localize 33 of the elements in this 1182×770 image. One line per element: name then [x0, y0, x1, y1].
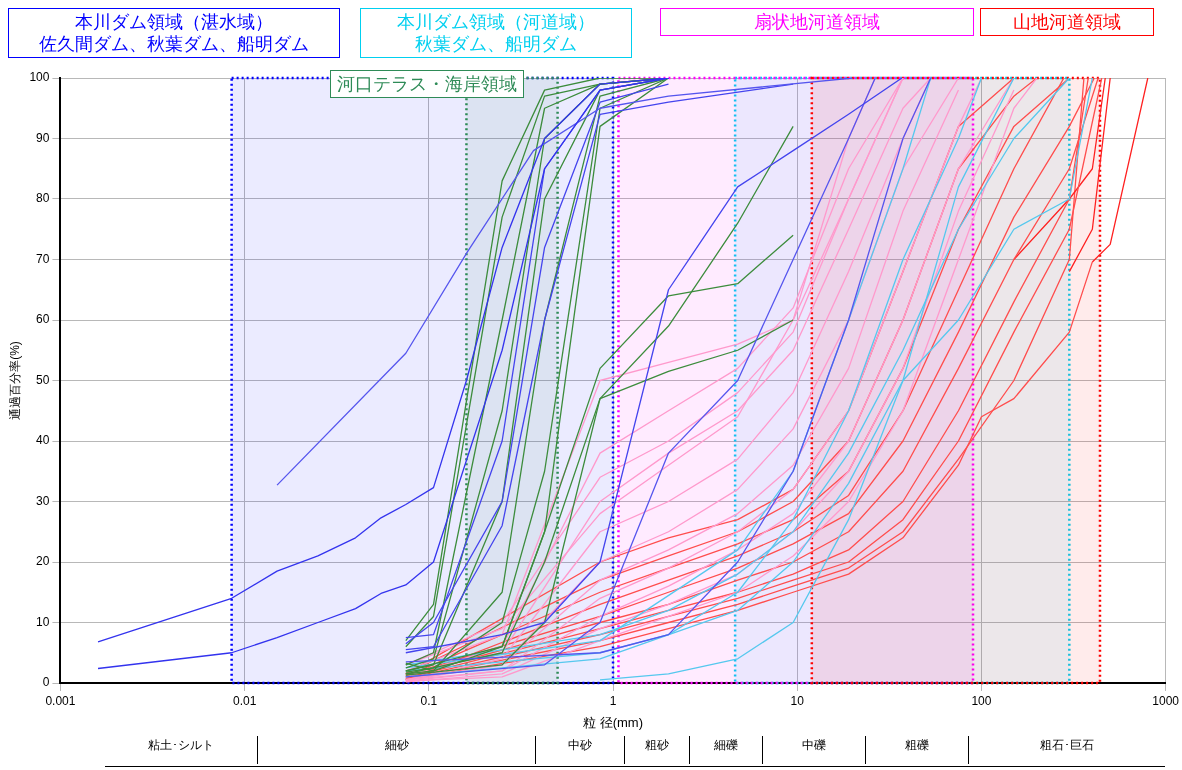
- band-label: 本川ダム領域（河道域）秋葉ダム、船明ダム: [360, 8, 632, 58]
- band-label: 河口テラス・海岸領域: [330, 70, 524, 98]
- y-tick-label: 50: [36, 372, 50, 387]
- band-label: 扇状地河道領域: [660, 8, 974, 36]
- y-tick-label: 40: [36, 433, 50, 448]
- y-tick-label: 80: [36, 191, 50, 206]
- x-tick-label: 1: [609, 693, 617, 708]
- x-tick-label: 0.1: [420, 693, 438, 708]
- y-tick-label: 20: [36, 554, 50, 569]
- y-tick-label: 10: [36, 614, 50, 629]
- x-tick-label: 1000: [1152, 693, 1180, 708]
- x-tick-label: 0.01: [232, 693, 257, 708]
- y-tick-label: 0: [42, 675, 50, 690]
- text: 中砂: [535, 736, 624, 764]
- text: 細砂: [256, 736, 536, 764]
- y-tick-label: 100: [29, 70, 50, 85]
- y-tick-label: 90: [36, 130, 50, 145]
- text: 粗石･巨石: [968, 736, 1165, 764]
- x-tick-label: 0.001: [45, 693, 76, 708]
- x-axis-title: 粒 径(mm): [583, 714, 644, 730]
- band-label: 山地河道領域: [980, 8, 1154, 36]
- y-tick-label: 30: [36, 493, 50, 508]
- y-tick-label: 70: [36, 251, 50, 266]
- text: 粘土･シルト: [147, 737, 215, 754]
- text: 粗礫: [864, 736, 969, 764]
- text: 細礫: [689, 736, 762, 764]
- band-label: 本川ダム領域（湛水域）佐久間ダム、秋葉ダム、船明ダム: [8, 8, 340, 58]
- x-tick-label: 10: [790, 693, 805, 708]
- y-axis-title: 通過百分率(%): [7, 341, 22, 420]
- text: 中礫: [761, 736, 865, 764]
- text: 粗砂: [623, 736, 690, 764]
- y-tick-label: 60: [36, 312, 50, 327]
- x-tick-label: 100: [971, 693, 992, 708]
